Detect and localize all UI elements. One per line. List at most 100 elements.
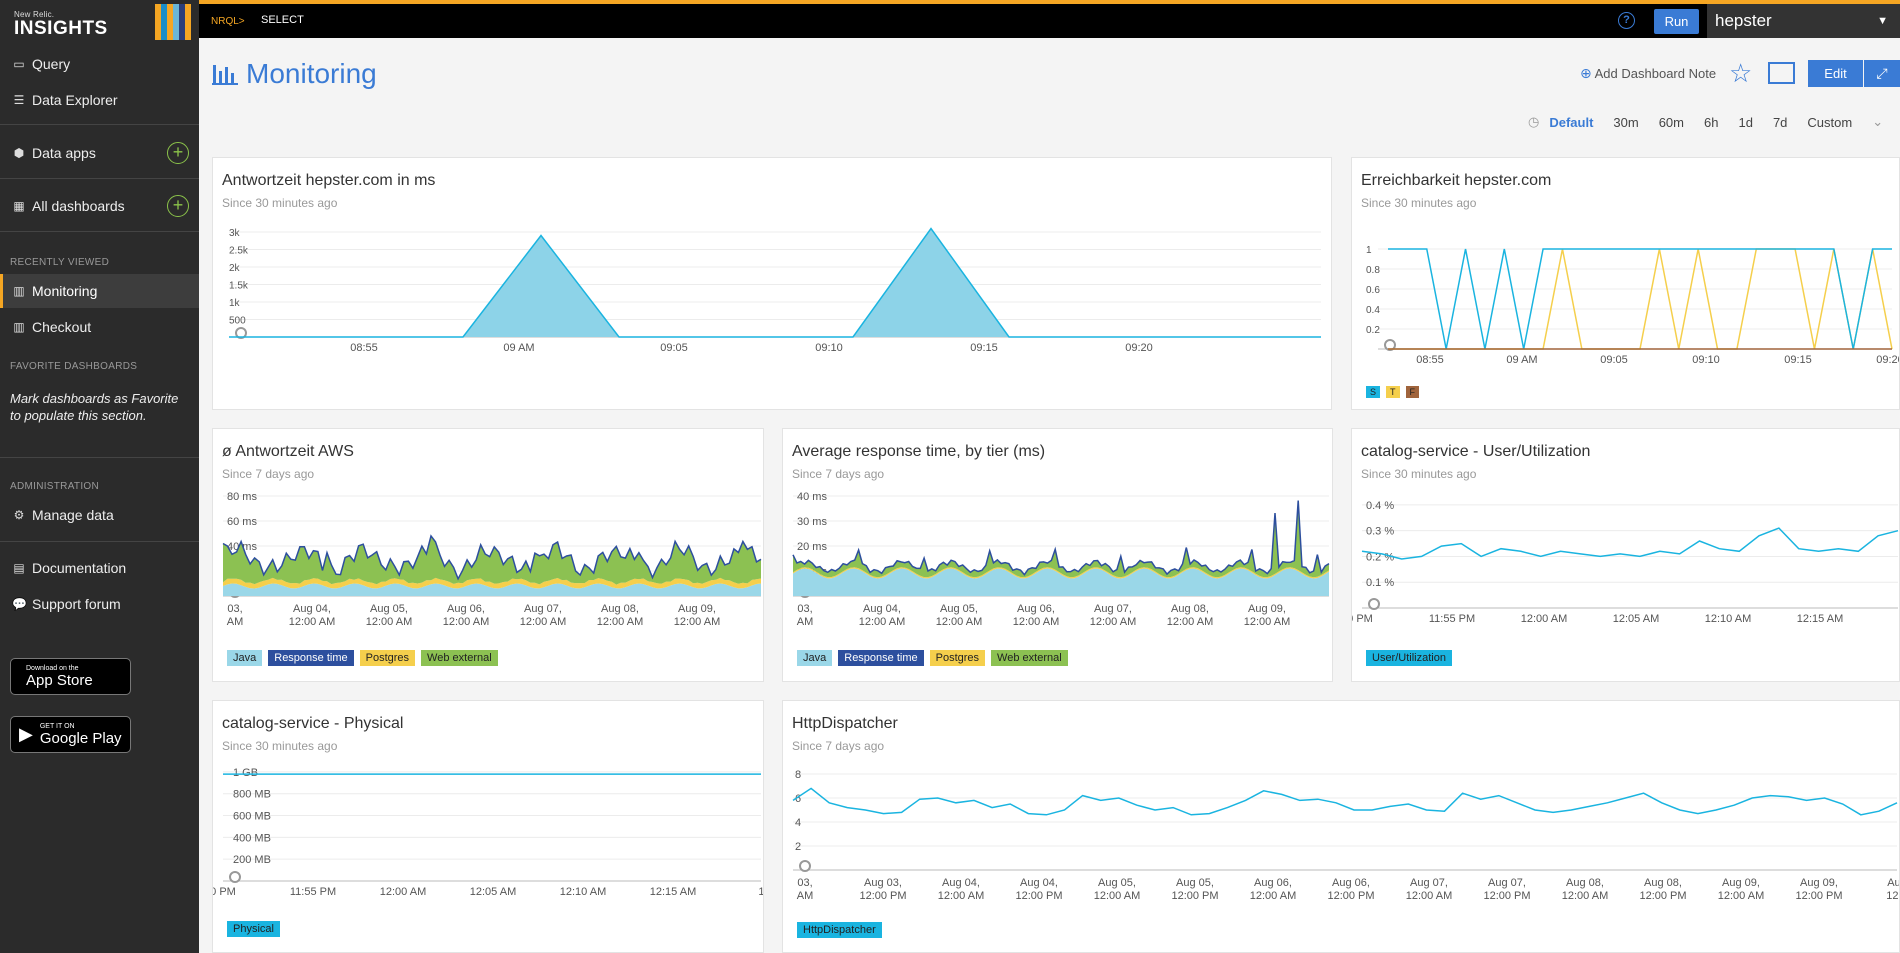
google-play-big-text: Google Play: [39, 729, 122, 747]
sidebar-item-query[interactable]: ▭ Query: [0, 47, 199, 81]
x-tick-label: 12:00 AM: [1718, 890, 1764, 902]
legend-physical[interactable]: Physical: [227, 921, 280, 937]
x-tick-label: 11:55 PM: [1429, 613, 1475, 625]
sidebar-item-documentation[interactable]: ▤ Documentation: [0, 551, 199, 585]
y-tick-label: 1: [1366, 245, 1372, 256]
widget-antwortzeit-aws[interactable]: ø Antwortzeit AWS Since 7 days ago 80 ms…: [212, 428, 764, 682]
brand-logo[interactable]: New Relic. INSIGHTS: [14, 10, 108, 40]
legend-f[interactable]: F: [1405, 386, 1420, 398]
legend-user-utilization[interactable]: User/Utilization: [1366, 650, 1452, 666]
x-tick-label: 12:10 AM: [1705, 613, 1751, 625]
x-tick-label: Aug 09,: [1800, 877, 1838, 889]
run-button[interactable]: Run: [1654, 9, 1699, 34]
legend-web-external[interactable]: Web external: [421, 650, 498, 666]
plus-circle-icon: ⊕: [1580, 65, 1592, 81]
x-tick-label: Aug 08,: [1644, 877, 1682, 889]
widget-erreichbarkeit[interactable]: Erreichbarkeit hepster.com Since 30 minu…: [1351, 157, 1900, 410]
x-tick-label: 12:00 PM: [1795, 890, 1842, 902]
time-option-custom[interactable]: Custom: [1807, 114, 1853, 130]
add-dashboard-icon[interactable]: +: [167, 195, 189, 217]
sidebar-item-manage-data[interactable]: ⚙ Manage data: [0, 498, 199, 532]
legend-web-external[interactable]: Web external: [991, 650, 1068, 666]
x-tick-label: Aug 07,: [524, 603, 562, 615]
x-tick-label: 12:00 AM: [1090, 616, 1136, 628]
fullscreen-icon[interactable]: ⤢: [1864, 60, 1900, 87]
time-option-1d[interactable]: 1d: [1738, 114, 1753, 130]
favorite-star-icon[interactable]: ☆: [1729, 58, 1753, 88]
x-tick-label: Aug 04,: [1020, 877, 1058, 889]
add-dashboard-note-button[interactable]: ⊕ Add Dashboard Note: [1580, 65, 1716, 82]
x-tick-label: Aug 04,: [293, 603, 331, 615]
play-icon: ▶: [19, 724, 33, 744]
legend-s[interactable]: S: [1366, 386, 1381, 398]
x-tick-label: Aug 09,: [678, 603, 716, 615]
widget-subtitle: Since 7 days ago: [792, 739, 885, 753]
account-selector[interactable]: hepster ▼: [1707, 4, 1900, 38]
line-series-t: [1388, 248, 1893, 350]
x-tick-label: 12:00 AM: [443, 616, 489, 628]
chart-antwortzeit: 3k 2.5k 2k 1.5k 1k 500 08:55 09 AM 09:05 09:10 09:…: [229, 227, 1321, 354]
legend-postgres[interactable]: Postgres: [359, 650, 416, 666]
x-tick-label: 09:15: [1784, 354, 1812, 366]
x-tick-label: Aug 06,: [1254, 877, 1292, 889]
widget-subtitle: Since 7 days ago: [222, 467, 315, 481]
nrql-prompt: NRQL>: [211, 16, 245, 27]
time-option-7d[interactable]: 7d: [1772, 114, 1788, 130]
y-tick-label: 800 MB: [233, 789, 271, 801]
widget-avg-response-by-tier[interactable]: Average response time, by tier (ms) Sinc…: [782, 428, 1333, 682]
y-tick-label: 6: [795, 793, 801, 805]
help-icon[interactable]: ?: [1618, 12, 1635, 29]
y-tick-label: 1 GB: [233, 767, 258, 779]
layout-grid-icon[interactable]: [1768, 62, 1795, 84]
x-tick-label: 12:05 AM: [1613, 613, 1659, 625]
section-favorite-dashboards: FAVORITE DASHBOARDS: [10, 361, 138, 372]
sidebar-item-label: Data Explorer: [32, 92, 118, 108]
x-tick-label: 12:00 PM: [1639, 890, 1686, 902]
y-tick-label: 600 MB: [233, 811, 271, 823]
y-tick-label: 500: [229, 316, 246, 327]
x-tick-label: AM: [797, 616, 814, 628]
dashboard-bar-icon: [212, 65, 238, 85]
legend-httpdispatcher[interactable]: HttpDispatcher: [797, 922, 882, 938]
add-data-app-icon[interactable]: +: [167, 142, 189, 164]
x-tick-label: 03,: [227, 603, 242, 615]
google-play-button[interactable]: ▶ GET IT ON Google Play: [10, 716, 131, 753]
nrql-query-input[interactable]: SELECT: [261, 14, 304, 26]
time-option-default[interactable]: Default: [1549, 114, 1594, 130]
list-icon: ☰: [13, 93, 25, 107]
legend-java[interactable]: Java: [227, 650, 263, 666]
line-series: [229, 227, 1321, 338]
time-option-60m[interactable]: 60m: [1658, 114, 1684, 130]
legend-postgres[interactable]: Postgres: [929, 650, 986, 666]
y-tick-label: 30 ms: [797, 516, 827, 528]
widget-title: Antwortzeit hepster.com in ms: [222, 172, 436, 189]
legend-response-time[interactable]: Response time: [838, 650, 924, 666]
y-tick-label: 0.6: [1366, 285, 1380, 296]
app-store-button[interactable]: Download on the App Store: [10, 658, 131, 695]
legend-java[interactable]: Java: [797, 650, 833, 666]
query-icon: ▭: [13, 57, 25, 71]
x-tick-label: 09 AM: [1506, 354, 1537, 366]
sidebar-item-data-apps[interactable]: ⬢ Data apps +: [0, 136, 199, 170]
widget-user-utilization[interactable]: catalog-service - User/Utilization Since…: [1351, 428, 1900, 682]
legend-response-time[interactable]: Response time: [268, 650, 354, 666]
sidebar-item-checkout[interactable]: ▥ Checkout: [0, 310, 199, 344]
zoom-handle-icon: [1368, 598, 1380, 610]
cubes-icon: ⬢: [13, 146, 25, 160]
time-option-6h[interactable]: 6h: [1704, 114, 1719, 130]
widget-title: HttpDispatcher: [792, 715, 898, 732]
legend-t[interactable]: T: [1386, 386, 1400, 398]
sidebar: New Relic. INSIGHTS ▭ Query ☰ Data Explo…: [0, 0, 199, 953]
x-tick-label: 11:55 PM: [290, 886, 336, 898]
time-option-30m[interactable]: 30m: [1613, 114, 1639, 130]
sidebar-item-support-forum[interactable]: 💬 Support forum: [0, 587, 199, 621]
widget-antwortzeit[interactable]: Antwortzeit hepster.com in ms Since 30 m…: [212, 157, 1332, 410]
widget-physical[interactable]: catalog-service - Physical Since 30 minu…: [212, 700, 764, 953]
edit-button[interactable]: Edit: [1808, 60, 1863, 87]
widget-httpdispatcher[interactable]: HttpDispatcher Since 7 days ago 8 6 4 2 03, A…: [782, 700, 1900, 953]
sidebar-item-all-dashboards[interactable]: ▦ All dashboards +: [0, 189, 199, 223]
sidebar-item-label: Support forum: [32, 596, 121, 612]
sidebar-item-data-explorer[interactable]: ☰ Data Explorer: [0, 83, 199, 117]
sidebar-item-monitoring[interactable]: ▥ Monitoring: [0, 274, 199, 308]
